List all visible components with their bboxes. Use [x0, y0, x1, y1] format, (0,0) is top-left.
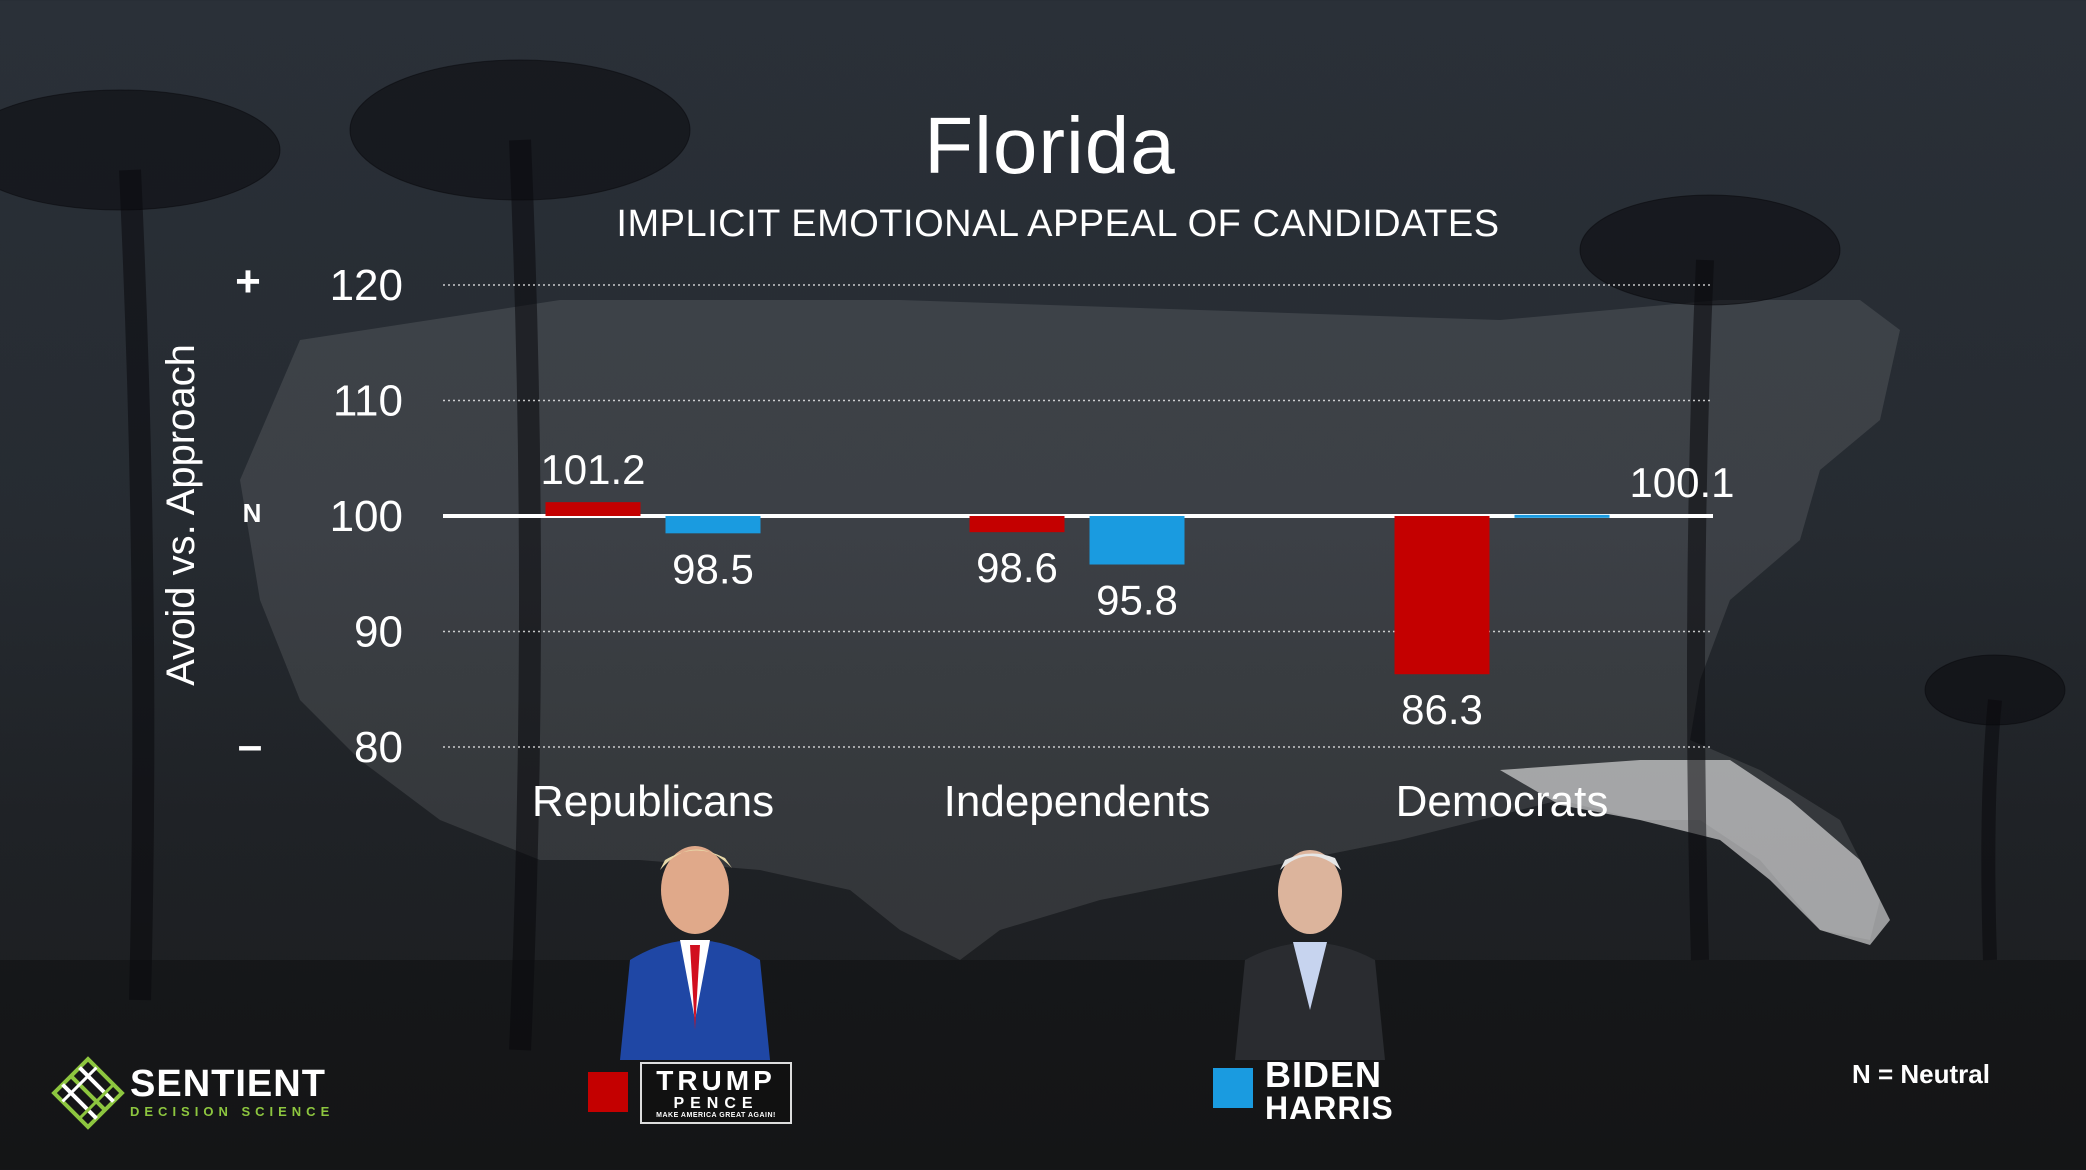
value-label: 98.5 [672, 545, 754, 592]
bars [545, 502, 1610, 675]
brand-name: SENTIENT [130, 1063, 326, 1105]
value-label: 86.3 [1401, 686, 1483, 733]
brand-tagline: DECISION SCIENCE [130, 1104, 335, 1119]
value-label: 98.6 [976, 544, 1058, 591]
category-label: Independents [944, 777, 1211, 826]
legend-trump-pence: TRUMP PENCE MAKE AMERICA GREAT AGAIN! [640, 1062, 792, 1124]
category-label: Democrats [1396, 777, 1609, 826]
bar-trump [1394, 516, 1490, 675]
axis-symbol-minus: – [238, 721, 262, 770]
legend-swatch-trump [588, 1072, 628, 1112]
y-tick-label: 120 [330, 261, 403, 310]
legend-trump-line1: TRUMP [656, 1065, 776, 1096]
neutral-note: N = Neutral [1852, 1059, 1990, 1089]
legend-trump-line2: PENCE [673, 1095, 759, 1112]
biden-photo [1235, 850, 1385, 1060]
florida-shape [1500, 760, 1890, 945]
bar-biden [1514, 514, 1610, 518]
value-label: 95.8 [1096, 577, 1178, 624]
bar-trump [969, 516, 1065, 533]
sentient-brand: SENTIENT DECISION SCIENCE [130, 1064, 334, 1120]
page-title: Florida [924, 101, 1176, 190]
value-label: 101.2 [540, 446, 645, 493]
bar-trump [545, 502, 641, 516]
axis-symbol-plus: + [235, 257, 261, 306]
value-labels: 101.2 98.6 86.3 98.5 95.8 100.1 [540, 446, 1734, 733]
bar-biden [1089, 516, 1185, 565]
legend-swatch-biden [1213, 1068, 1253, 1108]
y-tick-label: 110 [333, 377, 403, 426]
legend-biden-line2: HARRIS [1265, 1090, 1394, 1126]
sentient-logo-icon [51, 1056, 125, 1130]
y-tick-label: 90 [354, 608, 403, 657]
legend-biden-harris: BIDEN HARRIS [1265, 1054, 1425, 1126]
grid-lines [443, 284, 1713, 748]
page-subtitle: IMPLICIT EMOTIONAL APPEAL OF CANDIDATES [616, 203, 1500, 245]
category-label: Republicans [532, 777, 774, 826]
value-label: 100.1 [1629, 459, 1734, 506]
y-ticks: 120 110 100 90 80 [330, 261, 403, 772]
axis-symbol-neutral: N [243, 498, 262, 528]
palm-tree-icon [0, 59, 2066, 1051]
category-labels: Republicans Independents Democrats [532, 777, 1608, 826]
us-map-icon [240, 300, 1900, 960]
y-tick-label: 80 [354, 723, 403, 772]
bar-biden [665, 516, 761, 534]
y-tick-label: 100 [330, 492, 403, 541]
legend-trump-line3: MAKE AMERICA GREAT AGAIN! [656, 1112, 776, 1119]
y-axis-label: Avoid vs. Approach [159, 344, 203, 686]
trump-photo [620, 846, 770, 1060]
legend-biden-line1: BIDEN [1265, 1054, 1383, 1095]
